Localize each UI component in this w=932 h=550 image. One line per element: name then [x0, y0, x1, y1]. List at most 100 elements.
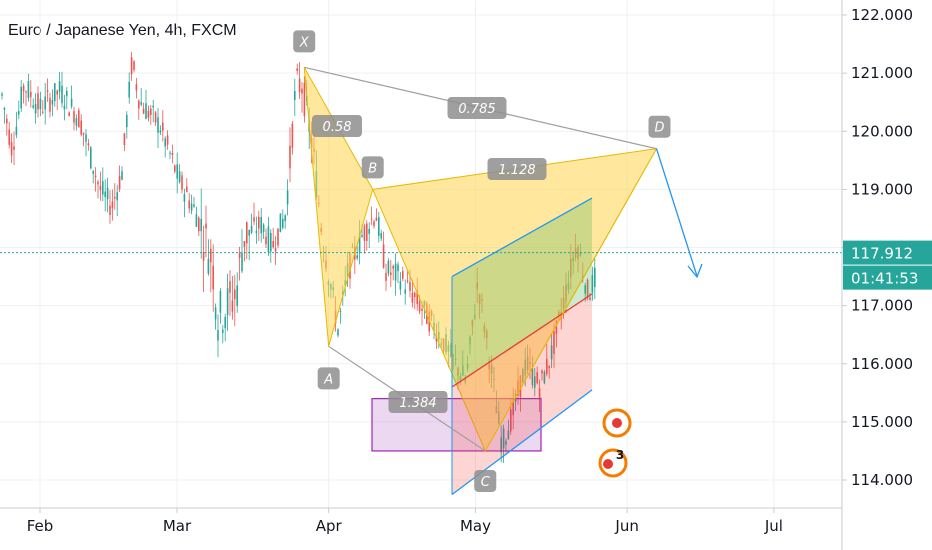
ratio-label: 1.128 — [498, 163, 535, 178]
candle-body — [538, 388, 541, 400]
candle-body — [258, 216, 260, 229]
candle-body — [378, 217, 380, 237]
candle-body — [142, 108, 145, 114]
candle-body — [399, 281, 402, 290]
point-label-box — [293, 30, 316, 53]
candle-body — [126, 114, 128, 128]
candle-body — [159, 130, 162, 133]
y-tick-label: 115.000 — [851, 413, 913, 431]
x-tick-label: Jun — [614, 517, 638, 535]
candle-body — [212, 265, 214, 290]
x-tick-label: May — [460, 517, 491, 535]
candle-body — [118, 176, 121, 190]
candle-body — [138, 100, 140, 109]
candle-body — [591, 275, 594, 293]
candle-body — [133, 61, 135, 70]
candle-body — [109, 205, 111, 216]
candle-body — [128, 81, 130, 98]
ratio-label-box — [447, 97, 507, 119]
candle-body — [27, 81, 30, 98]
candle-body — [392, 265, 394, 269]
candle-body — [380, 233, 382, 239]
candle-body — [294, 91, 296, 100]
candle-body — [337, 329, 339, 336]
x-tick-label: Mar — [163, 517, 192, 535]
candle-body — [87, 143, 90, 146]
candle-body — [104, 191, 106, 197]
candle-body — [90, 147, 92, 169]
candle-body — [421, 308, 423, 311]
projection-arrowhead — [687, 263, 703, 279]
candle-body — [217, 329, 219, 341]
candle-body — [66, 90, 68, 97]
candle-body — [373, 221, 375, 226]
candle-body — [214, 307, 217, 320]
candle-body — [85, 134, 87, 142]
candle-body — [363, 225, 366, 241]
candle-body — [267, 226, 270, 253]
candle-body — [555, 320, 558, 334]
candle-body — [356, 255, 358, 259]
candle-body — [260, 217, 262, 234]
candle-body — [229, 281, 231, 293]
candle-body — [157, 117, 159, 133]
candle-body — [390, 272, 392, 276]
last-price-tag — [843, 240, 932, 265]
candle-body — [169, 152, 171, 154]
last-price-label: 117.912 — [851, 245, 913, 263]
candle-body — [586, 279, 589, 298]
candle-body — [255, 230, 258, 234]
candle-body — [358, 232, 361, 252]
candle-body — [49, 97, 51, 112]
candle-body — [226, 288, 229, 315]
projection-arrow — [655, 148, 698, 277]
candle-body — [418, 301, 421, 312]
candle-body — [106, 187, 109, 200]
point-label-box — [317, 367, 340, 390]
candle-body — [550, 345, 553, 360]
candle-body — [397, 264, 399, 272]
candle-body — [382, 244, 385, 268]
candle-body — [411, 292, 414, 303]
candle-body — [154, 112, 157, 123]
candle-body — [6, 118, 8, 124]
candle-body — [409, 281, 411, 291]
candle-body — [202, 252, 205, 261]
candle-body — [147, 110, 150, 118]
ratio-label: 0.785 — [458, 102, 495, 117]
candle-body — [32, 105, 34, 108]
candle-body — [207, 258, 210, 274]
candle-body — [543, 371, 546, 384]
candle-body — [123, 133, 126, 146]
candle-body — [246, 222, 248, 244]
ratio-label-box — [312, 115, 362, 137]
candle-body — [116, 192, 118, 201]
candle-body — [375, 217, 378, 221]
candle-body — [3, 108, 6, 110]
candle-body — [15, 126, 18, 136]
candle-body — [210, 248, 212, 263]
candle-body — [238, 253, 241, 258]
candle-body — [553, 331, 555, 354]
candle-body — [531, 368, 534, 386]
candle-body — [56, 90, 58, 95]
candle-body — [30, 91, 32, 98]
candle-body — [534, 376, 536, 388]
channel-lower-fill — [452, 294, 592, 495]
candle-body — [82, 132, 85, 135]
candle-body — [298, 78, 301, 92]
candle-body — [368, 228, 370, 234]
candle-body — [301, 88, 303, 94]
candle-body — [152, 105, 154, 108]
candle-body — [150, 108, 152, 115]
event-badge-dot — [612, 418, 622, 428]
candle-body — [296, 68, 298, 72]
candle-body — [54, 83, 56, 102]
candle-body — [121, 171, 123, 180]
candle-body — [546, 358, 548, 374]
candle-body — [231, 300, 234, 312]
candle-body — [171, 152, 174, 156]
candle-body — [73, 111, 75, 123]
